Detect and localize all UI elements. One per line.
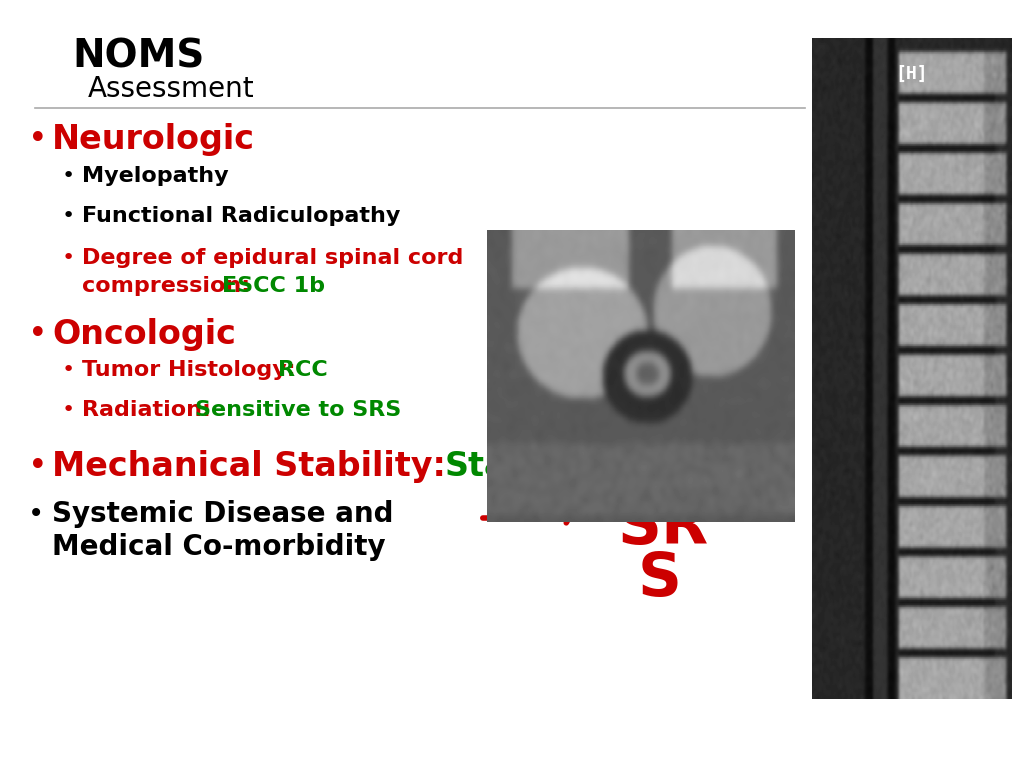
Text: Radiation:: Radiation: bbox=[82, 400, 219, 420]
Text: S: S bbox=[638, 550, 682, 609]
Text: SR: SR bbox=[618, 498, 710, 557]
Text: Tumor Histology:: Tumor Histology: bbox=[82, 360, 303, 380]
Text: Myelopathy: Myelopathy bbox=[82, 166, 228, 186]
Text: Neurologic: Neurologic bbox=[52, 123, 255, 156]
Text: Medical Co-morbidity: Medical Co-morbidity bbox=[52, 533, 386, 561]
Text: compression:: compression: bbox=[82, 276, 258, 296]
Text: •: • bbox=[62, 166, 75, 186]
Text: •: • bbox=[28, 123, 48, 156]
Text: •: • bbox=[28, 500, 44, 528]
Text: •: • bbox=[28, 318, 48, 351]
Text: Sensitive to SRS: Sensitive to SRS bbox=[195, 400, 401, 420]
Text: RCC: RCC bbox=[278, 360, 328, 380]
Text: •: • bbox=[62, 400, 75, 420]
Text: •: • bbox=[62, 360, 75, 380]
Text: Mechanical Stability:: Mechanical Stability: bbox=[52, 450, 458, 483]
Text: Oncologic: Oncologic bbox=[52, 318, 236, 351]
Text: •: • bbox=[28, 450, 48, 483]
Text: Functional Radiculopathy: Functional Radiculopathy bbox=[82, 206, 400, 226]
Text: •: • bbox=[62, 206, 75, 226]
Text: Stable: Stable bbox=[445, 450, 565, 483]
Text: •: • bbox=[62, 248, 75, 268]
Text: Degree of epidural spinal cord: Degree of epidural spinal cord bbox=[82, 248, 464, 268]
Text: NOMS: NOMS bbox=[72, 38, 205, 76]
Text: [H]: [H] bbox=[896, 65, 928, 83]
Text: Systemic Disease and: Systemic Disease and bbox=[52, 500, 393, 528]
Text: Assessment: Assessment bbox=[88, 75, 255, 103]
Text: ESCC 1b: ESCC 1b bbox=[222, 276, 325, 296]
